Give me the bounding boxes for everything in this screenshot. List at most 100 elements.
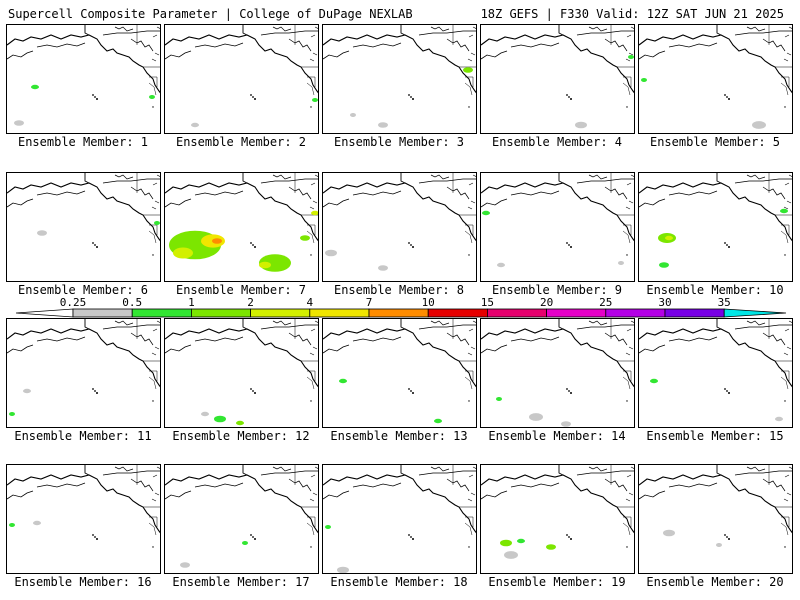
run-info: 18Z GEFS | F330 Valid: 12Z SAT JUN 21 20… bbox=[480, 7, 784, 21]
scp-patch bbox=[9, 412, 15, 416]
scp-patch bbox=[350, 113, 356, 117]
scp-patch bbox=[575, 121, 587, 129]
basemap bbox=[481, 173, 634, 268]
scp-patch bbox=[500, 539, 512, 547]
ensemble-map-panel bbox=[322, 172, 477, 282]
scp-patch bbox=[33, 520, 41, 526]
ensemble-member-label: Ensemble Member: 4 bbox=[491, 135, 623, 149]
scp-patch bbox=[529, 413, 543, 421]
basemap bbox=[323, 319, 476, 424]
ensemble-map-panel bbox=[480, 172, 635, 282]
legend-tick-label: 0.5 bbox=[122, 296, 142, 309]
ensemble-member-label: Ensemble Member: 10 bbox=[646, 283, 784, 297]
ensemble-member-label: Ensemble Member: 2 bbox=[175, 135, 307, 149]
legend-swatch bbox=[190, 308, 251, 318]
ensemble-member-label: Ensemble Member: 1 bbox=[17, 135, 149, 149]
scp-patch bbox=[561, 421, 571, 427]
scp-patch bbox=[641, 78, 647, 82]
ensemble-map-panel bbox=[638, 318, 793, 428]
ensemble-map-panel bbox=[480, 24, 635, 134]
scp-patch bbox=[214, 415, 226, 423]
basemap bbox=[7, 25, 160, 126]
ensemble-map-panel bbox=[480, 464, 635, 574]
ensemble-map-panel bbox=[638, 464, 793, 574]
legend-swatch bbox=[605, 308, 666, 318]
scp-patch bbox=[149, 95, 155, 99]
color-legend: 0.25 0.5 1 2 4 7 10 15 20 25 30 35 bbox=[15, 296, 787, 318]
ensemble-member-label: Ensemble Member: 6 bbox=[17, 283, 149, 297]
ensemble-member-label: Ensemble Member: 7 bbox=[175, 283, 307, 297]
ensemble-member-label: Ensemble Member: 15 bbox=[646, 429, 784, 443]
scp-patch bbox=[37, 230, 47, 236]
scp-patch bbox=[504, 551, 518, 559]
legend-swatch bbox=[131, 308, 192, 318]
legend-min-arrow bbox=[15, 308, 74, 318]
legend-swatch bbox=[427, 308, 488, 318]
scp-patch bbox=[337, 566, 349, 573]
legend-swatch bbox=[309, 308, 370, 318]
legend-tick-label: 30 bbox=[658, 296, 671, 309]
ensemble-member-label: Ensemble Member: 19 bbox=[488, 575, 626, 589]
legend-swatch bbox=[250, 308, 311, 318]
scp-patch bbox=[339, 378, 347, 384]
scp-patch bbox=[378, 265, 388, 271]
basemap bbox=[639, 173, 792, 268]
scp-patch bbox=[463, 67, 473, 73]
basemap bbox=[323, 173, 476, 271]
basemap bbox=[481, 465, 634, 559]
legend-tick-label: 25 bbox=[599, 296, 612, 309]
ensemble-member-label: Ensemble Member: 11 bbox=[14, 429, 152, 443]
scp-patch bbox=[663, 529, 675, 537]
scp-patch bbox=[650, 378, 658, 384]
scp-patch bbox=[618, 261, 624, 265]
scp-patch bbox=[312, 98, 318, 102]
scp-patch bbox=[325, 249, 337, 257]
scp-patch bbox=[780, 208, 788, 214]
scp-patch bbox=[775, 416, 783, 422]
ensemble-member-label: Ensemble Member: 20 bbox=[646, 575, 784, 589]
scp-patch bbox=[482, 210, 490, 216]
basemap bbox=[323, 25, 476, 128]
ensemble-map-panel bbox=[638, 24, 793, 134]
ensemble-map-panel bbox=[480, 318, 635, 428]
legend-swatch bbox=[546, 308, 607, 318]
page-title: Supercell Composite Parameter | College … bbox=[8, 7, 413, 21]
scp-patch bbox=[180, 562, 190, 568]
scp-patch bbox=[242, 541, 248, 545]
ensemble-map-panel bbox=[164, 464, 319, 574]
basemap bbox=[165, 25, 318, 128]
ensemble-map-panel bbox=[164, 172, 319, 282]
basemap bbox=[639, 465, 792, 548]
basemap bbox=[7, 465, 160, 548]
legend-tick-label: 10 bbox=[422, 296, 435, 309]
basemap bbox=[481, 25, 634, 129]
basemap bbox=[165, 465, 318, 568]
basemap bbox=[639, 319, 792, 422]
scp-patch bbox=[325, 525, 331, 529]
legend-max-arrow bbox=[723, 308, 787, 318]
legend-swatch bbox=[368, 308, 429, 318]
basemap bbox=[323, 465, 476, 573]
legend-tick-label: 2 bbox=[247, 296, 254, 309]
legend-swatch bbox=[664, 308, 725, 318]
legend-tick-label: 4 bbox=[306, 296, 313, 309]
scp-patch bbox=[23, 388, 31, 394]
scp-patch bbox=[191, 122, 199, 128]
ensemble-member-label: Ensemble Member: 18 bbox=[330, 575, 468, 589]
scp-patch bbox=[434, 418, 442, 424]
scp-patch bbox=[212, 238, 222, 244]
ensemble-map-panel bbox=[6, 172, 161, 282]
ensemble-map-panel bbox=[322, 318, 477, 428]
scp-patch bbox=[14, 120, 24, 126]
ensemble-member-label: Ensemble Member: 13 bbox=[330, 429, 468, 443]
ensemble-member-label: Ensemble Member: 3 bbox=[333, 135, 465, 149]
basemap bbox=[165, 319, 318, 426]
basemap bbox=[7, 319, 160, 416]
scp-patch bbox=[201, 411, 209, 417]
basemap bbox=[481, 319, 634, 427]
scp-patch bbox=[546, 544, 556, 550]
ensemble-map-panel bbox=[164, 318, 319, 428]
scp-patch bbox=[378, 122, 388, 128]
scp-patch bbox=[9, 523, 15, 527]
legend-tick-label: 15 bbox=[481, 296, 494, 309]
